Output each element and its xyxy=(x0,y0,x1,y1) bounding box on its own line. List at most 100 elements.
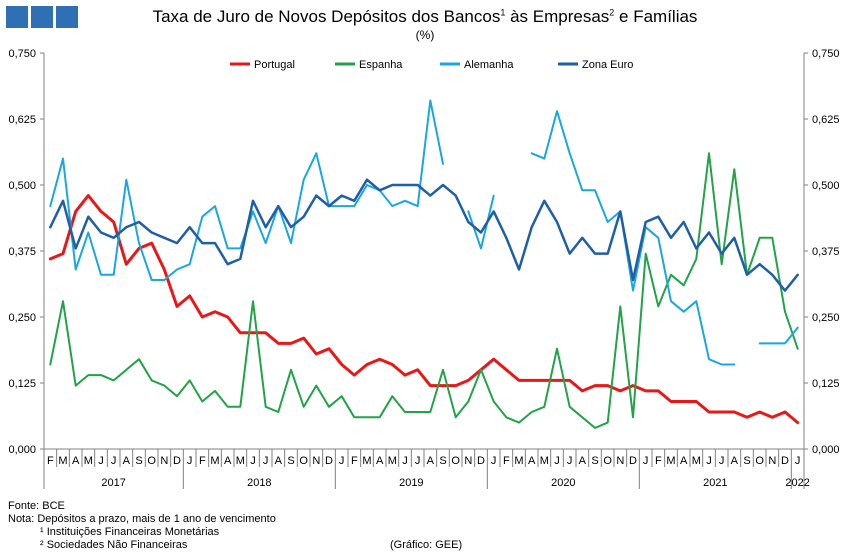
x-month-label: O xyxy=(451,455,460,467)
x-year-label: 2017 xyxy=(101,477,125,489)
footnote-2: ² Sociedades Não Financeiras xyxy=(40,539,188,551)
x-year-label: 2021 xyxy=(703,477,727,489)
logo-square-1 xyxy=(6,6,28,28)
x-month-label: M xyxy=(540,455,549,467)
x-month-label: M xyxy=(236,455,245,467)
logo-square-3 xyxy=(56,6,78,28)
x-month-label: M xyxy=(692,455,701,467)
x-month-label: S xyxy=(287,455,294,467)
series-line-alemanha xyxy=(49,99,444,281)
x-month-label: N xyxy=(464,455,472,467)
legend-label-espanha: Espanha xyxy=(359,59,403,71)
x-month-label: J xyxy=(98,455,104,467)
x-month-label: J xyxy=(250,455,256,467)
y-tick-label-right: 0,000 xyxy=(812,444,840,456)
x-month-label: N xyxy=(768,455,776,467)
series-line-zona-euro xyxy=(49,178,799,292)
series-line-portugal xyxy=(48,194,800,425)
x-month-label: J xyxy=(719,455,725,467)
x-month-label: F xyxy=(199,455,206,467)
x-month-label: M xyxy=(666,455,675,467)
x-month-label: F xyxy=(351,455,358,467)
logo-square-2 xyxy=(31,6,53,28)
y-tick-label-right: 0,500 xyxy=(812,180,840,192)
x-month-label: J xyxy=(491,455,497,467)
series-line-alemanha xyxy=(530,110,736,366)
x-month-label: A xyxy=(224,455,232,467)
x-month-label: O xyxy=(603,455,612,467)
x-month-label: M xyxy=(514,455,523,467)
legend-label-zona-euro: Zona Euro xyxy=(582,59,633,71)
x-month-label: M xyxy=(388,455,397,467)
line-chart: 0,000 0,000 0,125 0,125 0,250 0,250 0,375 0,375… xyxy=(8,48,840,489)
series-line-alemanha xyxy=(758,326,799,345)
y-tick-label-left: 0,375 xyxy=(8,246,36,258)
legend-label-portugal: Portugal xyxy=(254,59,295,71)
y-tick-label-right: 0,375 xyxy=(812,246,840,258)
x-month-label: A xyxy=(427,455,435,467)
x-month-label: A xyxy=(680,455,688,467)
x-month-label: O xyxy=(755,455,764,467)
x-month-label: A xyxy=(72,455,80,467)
chart-subtitle: (%) xyxy=(415,28,435,42)
y-tick-label-right: 0,750 xyxy=(812,48,840,60)
x-month-label: J xyxy=(795,455,801,467)
x-month-label: A xyxy=(123,455,131,467)
x-month-label: F xyxy=(655,455,662,467)
x-month-label: M xyxy=(58,455,67,467)
x-month-label: J xyxy=(567,455,573,467)
source-note: Fonte: BCE xyxy=(8,500,65,512)
x-month-label: D xyxy=(629,455,637,467)
x-month-label: M xyxy=(84,455,93,467)
x-month-label: N xyxy=(616,455,624,467)
y-tick-label-right: 0,125 xyxy=(812,378,840,390)
x-month-label: F xyxy=(47,455,54,467)
footnote-1: ¹ Instituições Financeiras Monetárias xyxy=(40,526,220,538)
y-tick-label-left: 0,250 xyxy=(8,312,36,324)
x-year-label: 2019 xyxy=(399,477,423,489)
x-month-label: D xyxy=(173,455,181,467)
y-tick-label-left: 0,500 xyxy=(8,180,36,192)
x-month-label: J xyxy=(643,455,649,467)
series-line-alemanha xyxy=(467,194,495,250)
x-month-label: A xyxy=(731,455,739,467)
x-month-label: D xyxy=(325,455,333,467)
x-month-label: N xyxy=(160,455,168,467)
y-tick-label-left: 0,000 xyxy=(8,444,36,456)
x-year-label: 2018 xyxy=(247,477,271,489)
x-month-label: J xyxy=(706,455,712,467)
y-tick-label-left: 0,750 xyxy=(8,48,36,60)
x-month-label: M xyxy=(362,455,371,467)
y-tick-label-left: 0,125 xyxy=(8,378,36,390)
x-month-label: J xyxy=(554,455,560,467)
y-tick-label-right: 0,250 xyxy=(812,312,840,324)
x-month-label: O xyxy=(299,455,308,467)
x-year-label: 2020 xyxy=(551,477,575,489)
x-month-label: A xyxy=(275,455,283,467)
x-year-label: 2022 xyxy=(785,477,809,489)
x-month-label: S xyxy=(591,455,598,467)
y-tick-label-right: 0,625 xyxy=(812,114,840,126)
x-month-label: J xyxy=(187,455,193,467)
x-month-label: J xyxy=(263,455,269,467)
chart-title: Taxa de Juro de Novos Depósitos dos Banc… xyxy=(152,7,698,26)
x-month-label: J xyxy=(111,455,117,467)
footnotes: Fonte: BCE Nota: Depósitos a prazo, mais… xyxy=(8,500,276,552)
series-line-espanha xyxy=(49,152,799,429)
x-month-label: J xyxy=(339,455,345,467)
x-month-label: N xyxy=(312,455,320,467)
x-month-label: F xyxy=(503,455,510,467)
x-month-label: A xyxy=(528,455,536,467)
definition-note: Nota: Depósitos a prazo, mais de 1 ano d… xyxy=(8,513,276,525)
x-month-label: J xyxy=(415,455,421,467)
x-month-label: A xyxy=(579,455,587,467)
x-month-label: S xyxy=(439,455,446,467)
x-month-label: S xyxy=(743,455,750,467)
legend-label-alemanha: Alemanha xyxy=(464,59,514,71)
y-tick-label-left: 0,625 xyxy=(8,114,36,126)
x-month-label: A xyxy=(376,455,384,467)
x-month-label: D xyxy=(781,455,789,467)
chart-credit: (Gráfico: GEE) xyxy=(390,539,463,551)
x-month-label: S xyxy=(135,455,142,467)
x-month-label: J xyxy=(402,455,408,467)
